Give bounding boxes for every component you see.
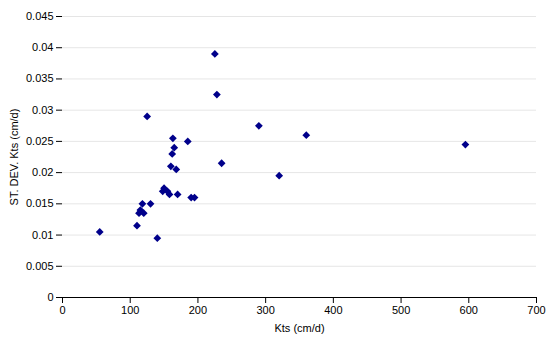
svg-text:Kts (cm/d): Kts (cm/d) [274, 322, 324, 334]
svg-text:0: 0 [59, 304, 65, 316]
svg-text:600: 600 [460, 304, 478, 316]
svg-text:400: 400 [324, 304, 342, 316]
svg-text:0.035: 0.035 [26, 72, 54, 84]
svg-text:ST. DEV. Kts (cm/d): ST. DEV. Kts (cm/d) [8, 109, 20, 206]
svg-text:0.01: 0.01 [32, 229, 53, 241]
svg-text:300: 300 [256, 304, 274, 316]
svg-text:0.005: 0.005 [26, 260, 54, 272]
svg-text:0: 0 [47, 291, 53, 303]
svg-text:0.015: 0.015 [26, 197, 54, 209]
svg-text:700: 700 [527, 304, 545, 316]
svg-text:0.045: 0.045 [26, 10, 54, 22]
svg-text:0.025: 0.025 [26, 135, 54, 147]
svg-text:500: 500 [392, 304, 410, 316]
svg-text:0.04: 0.04 [32, 41, 53, 53]
svg-text:0.02: 0.02 [32, 166, 53, 178]
svg-text:200: 200 [189, 304, 207, 316]
svg-text:0.03: 0.03 [32, 104, 53, 116]
svg-text:100: 100 [121, 304, 139, 316]
